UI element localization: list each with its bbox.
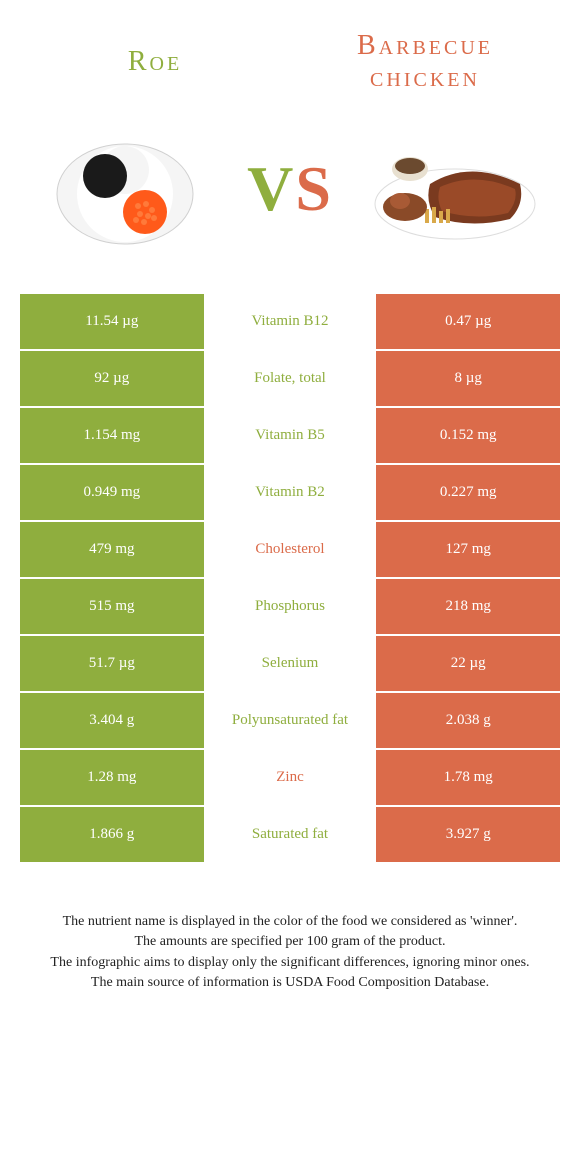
value-left: 1.154 mg: [20, 408, 204, 463]
value-right: 3.927 g: [376, 807, 560, 862]
value-left: 1.866 g: [20, 807, 204, 862]
table-row: 1.28 mgZinc1.78 mg: [20, 750, 560, 805]
value-left: 479 mg: [20, 522, 204, 577]
value-right: 0.227 mg: [376, 465, 560, 520]
titles-row: Roe Barbecue chicken: [20, 20, 560, 114]
value-left: 51.7 µg: [20, 636, 204, 691]
table-row: 3.404 gPolyunsaturated fat2.038 g: [20, 693, 560, 748]
footnote-line: The nutrient name is displayed in the co…: [40, 912, 540, 932]
nutrient-name: Folate, total: [204, 351, 377, 406]
nutrient-name: Phosphorus: [204, 579, 377, 634]
table-row: 11.54 µgVitamin B120.47 µg: [20, 294, 560, 349]
value-right: 22 µg: [376, 636, 560, 691]
table-row: 51.7 µgSelenium22 µg: [20, 636, 560, 691]
value-left: 1.28 mg: [20, 750, 204, 805]
value-right: 0.47 µg: [376, 294, 560, 349]
vs-label: VS: [247, 152, 333, 226]
bbq-chicken-image: [370, 124, 540, 254]
footnote-line: The infographic aims to display only the…: [40, 953, 540, 973]
value-left: 0.949 mg: [20, 465, 204, 520]
value-left: 515 mg: [20, 579, 204, 634]
roe-image: [40, 124, 210, 254]
nutrient-name: Vitamin B5: [204, 408, 377, 463]
value-left: 92 µg: [20, 351, 204, 406]
infographic-container: Roe Barbecue chicken VS: [0, 0, 580, 1174]
table-row: 1.154 mgVitamin B50.152 mg: [20, 408, 560, 463]
value-right: 8 µg: [376, 351, 560, 406]
nutrient-name: Selenium: [204, 636, 377, 691]
nutrient-name: Vitamin B2: [204, 465, 377, 520]
footnote-line: The amounts are specified per 100 gram o…: [40, 932, 540, 952]
value-left: 11.54 µg: [20, 294, 204, 349]
value-right: 1.78 mg: [376, 750, 560, 805]
nutrient-table: 11.54 µgVitamin B120.47 µg92 µgFolate, t…: [20, 294, 560, 862]
table-row: 0.949 mgVitamin B20.227 mg: [20, 465, 560, 520]
nutrient-name: Vitamin B12: [204, 294, 377, 349]
footnotes: The nutrient name is displayed in the co…: [20, 912, 560, 993]
nutrient-name: Polyunsaturated fat: [204, 693, 377, 748]
food-right-title: Barbecue chicken: [304, 30, 547, 94]
food-left-title: Roe: [34, 46, 277, 78]
value-right: 0.152 mg: [376, 408, 560, 463]
value-right: 218 mg: [376, 579, 560, 634]
images-row: VS: [20, 114, 560, 294]
vs-v: V: [247, 153, 295, 224]
nutrient-name: Saturated fat: [204, 807, 377, 862]
table-row: 479 mgCholesterol127 mg: [20, 522, 560, 577]
vs-s: S: [295, 153, 333, 224]
table-row: 92 µgFolate, total8 µg: [20, 351, 560, 406]
nutrient-name: Zinc: [204, 750, 377, 805]
footnote-line: The main source of information is USDA F…: [40, 973, 540, 993]
value-right: 2.038 g: [376, 693, 560, 748]
value-right: 127 mg: [376, 522, 560, 577]
nutrient-name: Cholesterol: [204, 522, 377, 577]
table-row: 1.866 gSaturated fat3.927 g: [20, 807, 560, 862]
value-left: 3.404 g: [20, 693, 204, 748]
table-row: 515 mgPhosphorus218 mg: [20, 579, 560, 634]
